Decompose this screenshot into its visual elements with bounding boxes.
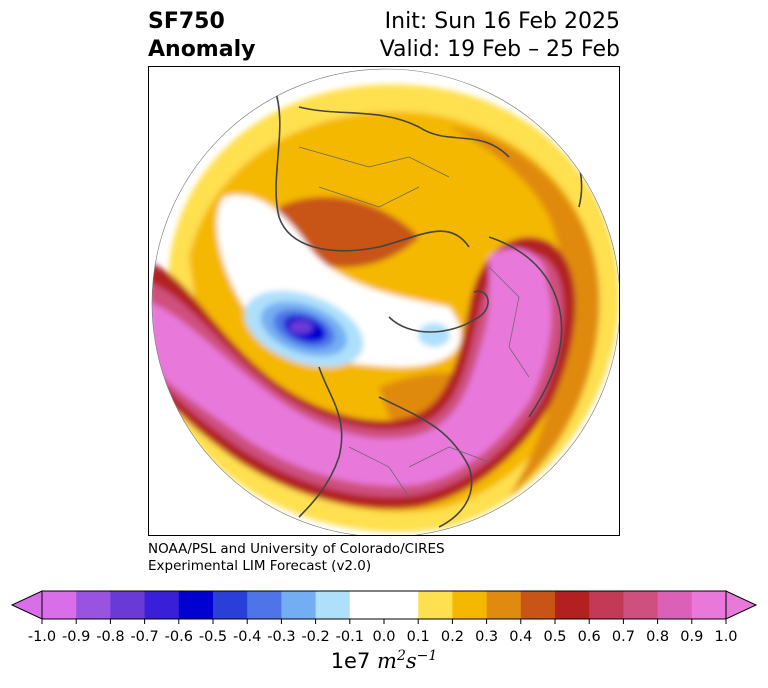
colorbar-tick-label: -0.5 <box>199 629 227 645</box>
unit-m-exp: 2 <box>396 648 406 664</box>
colorbar-tick-label: -0.6 <box>165 629 193 645</box>
valid-range: Valid: 19 Feb – 25 Feb <box>379 37 620 62</box>
colorbar-cell <box>213 591 248 619</box>
colorbar-tick-label: 0.4 <box>509 629 532 645</box>
colorbar-cells <box>42 591 727 619</box>
colorbar-tick-label: 0.3 <box>475 629 498 645</box>
unit-s-exp: −1 <box>416 648 438 664</box>
colorbar-tick-label: -0.3 <box>267 629 295 645</box>
colorbar-tick-label: -0.1 <box>336 629 364 645</box>
title-left: SF750 Anomaly <box>148 8 255 64</box>
political-borders <box>298 146 530 498</box>
colorbar-tick-label: 1.0 <box>714 629 737 645</box>
title-anomaly: Anomaly <box>148 37 256 62</box>
colorbar-under-arrow <box>10 590 43 620</box>
colorbar-tick-label: 0.0 <box>372 629 395 645</box>
colorbar-cell <box>384 591 419 619</box>
colorbar-cell <box>349 591 385 619</box>
colorbar-tick-label: -0.2 <box>301 629 329 645</box>
unit-s: s <box>405 649 417 673</box>
colorbar-unit: 1e7 m2s−1 <box>0 648 768 673</box>
colorbar-cell <box>76 591 111 619</box>
colorbar-cell <box>520 591 556 619</box>
colorbar-tick-label: -1.0 <box>28 629 56 645</box>
colorbar-cell <box>657 591 693 619</box>
colorbar-tick-label: 0.2 <box>441 629 464 645</box>
title-variable: SF750 <box>148 9 225 34</box>
colorbar-cell <box>178 591 214 619</box>
colorbar-cell <box>42 591 77 619</box>
map-panel <box>148 66 620 536</box>
credit-text: NOAA/PSL and University of Colorado/CIRE… <box>148 541 445 575</box>
colorbar-tick-label: -0.7 <box>130 629 158 645</box>
colorbar-cell <box>452 591 488 619</box>
init-date: Init: Sun 16 Feb 2025 <box>384 9 620 34</box>
colorbar-over-arrow <box>725 590 758 620</box>
colorbar-cell <box>315 591 351 619</box>
anomaly-map <box>151 68 619 535</box>
colorbar-tick-label: -0.9 <box>62 629 90 645</box>
colorbar-cell <box>486 591 522 619</box>
colorbar-cell <box>281 591 317 619</box>
colorbar-cell <box>418 591 453 619</box>
colorbar-tick-label: -0.4 <box>233 629 261 645</box>
colorbar-cell <box>623 591 659 619</box>
colorbar-cell <box>144 591 180 619</box>
anomaly-field <box>152 69 619 535</box>
credit-line-1: NOAA/PSL and University of Colorado/CIRE… <box>148 541 445 557</box>
colorbar-cell <box>691 591 727 619</box>
colorbar-cell <box>247 591 282 619</box>
colorbar-ticks: -1.0 -0.9 -0.8 -0.7 -0.6 -0.5 -0.4 -0.3 -0.2 -0.1… <box>28 619 738 645</box>
colorbar-cell <box>110 591 146 619</box>
colorbar: -1.0 -0.9 -0.8 -0.7 -0.6 -0.5 -0.4 -0.3 -0.2 -0.1… <box>10 590 758 645</box>
unit-m: m <box>377 649 397 673</box>
title-right: Init: Sun 16 Feb 2025 Valid: 19 Feb – 25… <box>380 8 620 64</box>
colorbar-tick-label: -0.8 <box>96 629 124 645</box>
colorbar-tick-label: 0.1 <box>407 629 430 645</box>
colorbar-tick-label: 0.5 <box>543 629 566 645</box>
coastlines <box>273 86 583 528</box>
colorbar-tick-label: 0.7 <box>612 629 635 645</box>
unit-prefix: 1e7 <box>330 649 371 673</box>
colorbar-tick-label: 0.6 <box>578 629 601 645</box>
colorbar-cell <box>555 591 590 619</box>
credit-line-2: Experimental LIM Forecast (v2.0) <box>148 558 372 574</box>
colorbar-cell <box>589 591 624 619</box>
colorbar-tick-label: 0.8 <box>646 629 669 645</box>
colorbar-tick-label: 0.9 <box>680 629 703 645</box>
